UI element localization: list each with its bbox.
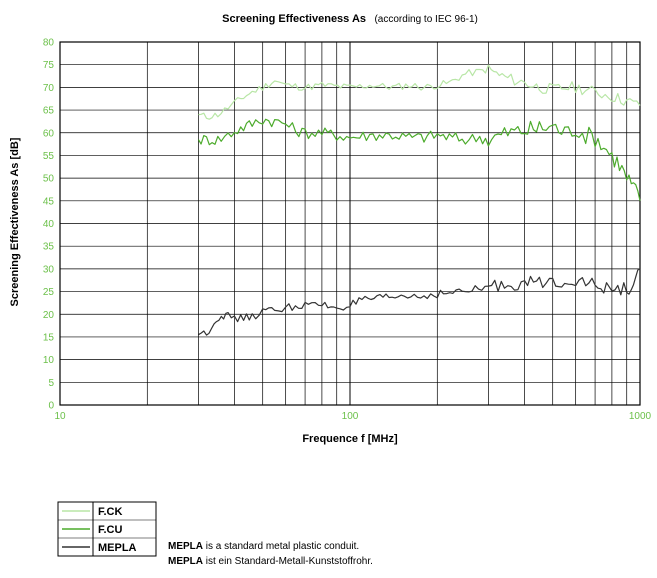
footnote: MEPLA is a standard metal plastic condui… — [168, 539, 373, 569]
y-tick-label: 60 — [43, 128, 55, 139]
series-line-f-cu — [197, 118, 641, 201]
y-tick-label: 15 — [43, 332, 55, 343]
footnote-line-1-bold: MEPLA — [168, 541, 203, 552]
x-axis-label: Frequence f [MHz] — [302, 433, 398, 445]
legend-label-mepla: MEPLA — [98, 542, 137, 554]
legend-label-fck: F.CK — [98, 506, 123, 518]
footnote-line-2-bold: MEPLA — [168, 556, 203, 567]
y-tick-label: 30 — [43, 264, 55, 275]
y-tick-label: 0 — [48, 401, 54, 412]
y-tick-label: 55 — [43, 151, 55, 162]
y-tick-label: 50 — [43, 174, 55, 185]
y-tick-label: 40 — [43, 219, 55, 230]
legend: F.CK F.CU MEPLA — [57, 501, 157, 557]
series-line-f-ck — [198, 64, 641, 120]
y-tick-label: 25 — [43, 287, 55, 298]
y-tick-label: 75 — [43, 60, 55, 71]
footnote-line-2-text: ist ein Standard-Metall-Kunststoffrohr. — [203, 556, 373, 567]
chart-title: Screening Effectiveness As (according to… — [222, 9, 478, 26]
series-line-mepla — [198, 268, 641, 336]
y-axis-ticks: 0 5 10 15 20 25 30 35 40 45 50 55 60 65 70 75 80 — [43, 38, 55, 412]
plot-area — [59, 41, 641, 406]
series-group — [197, 64, 641, 336]
y-tick-label: 10 — [43, 355, 55, 366]
x-tick-label: 1000 — [629, 411, 652, 422]
footnote-line-1-text: is a standard metal plastic conduit. — [203, 541, 360, 552]
y-tick-label: 45 — [43, 196, 55, 207]
y-tick-label: 5 — [48, 378, 54, 389]
x-tick-label: 100 — [342, 411, 359, 422]
footnote-line-1: MEPLA is a standard metal plastic condui… — [168, 539, 373, 554]
legend-label-fcu: F.CU — [98, 524, 123, 536]
y-tick-label: 65 — [43, 106, 55, 117]
y-tick-label: 80 — [43, 38, 55, 49]
x-axis-ticks: 10 100 1000 — [54, 411, 651, 422]
y-tick-label: 70 — [43, 83, 55, 94]
y-tick-label: 35 — [43, 242, 55, 253]
footnote-line-2: MEPLA ist ein Standard-Metall-Kunststoff… — [168, 554, 373, 569]
y-axis-label: Screening Effectiveness As [dB] — [9, 137, 21, 306]
chart-subtitle: (according to IEC 96-1) — [374, 14, 477, 25]
y-tick-label: 20 — [43, 310, 55, 321]
x-tick-label: 10 — [54, 411, 66, 422]
chart-title-main: Screening Effectiveness As — [222, 13, 366, 25]
